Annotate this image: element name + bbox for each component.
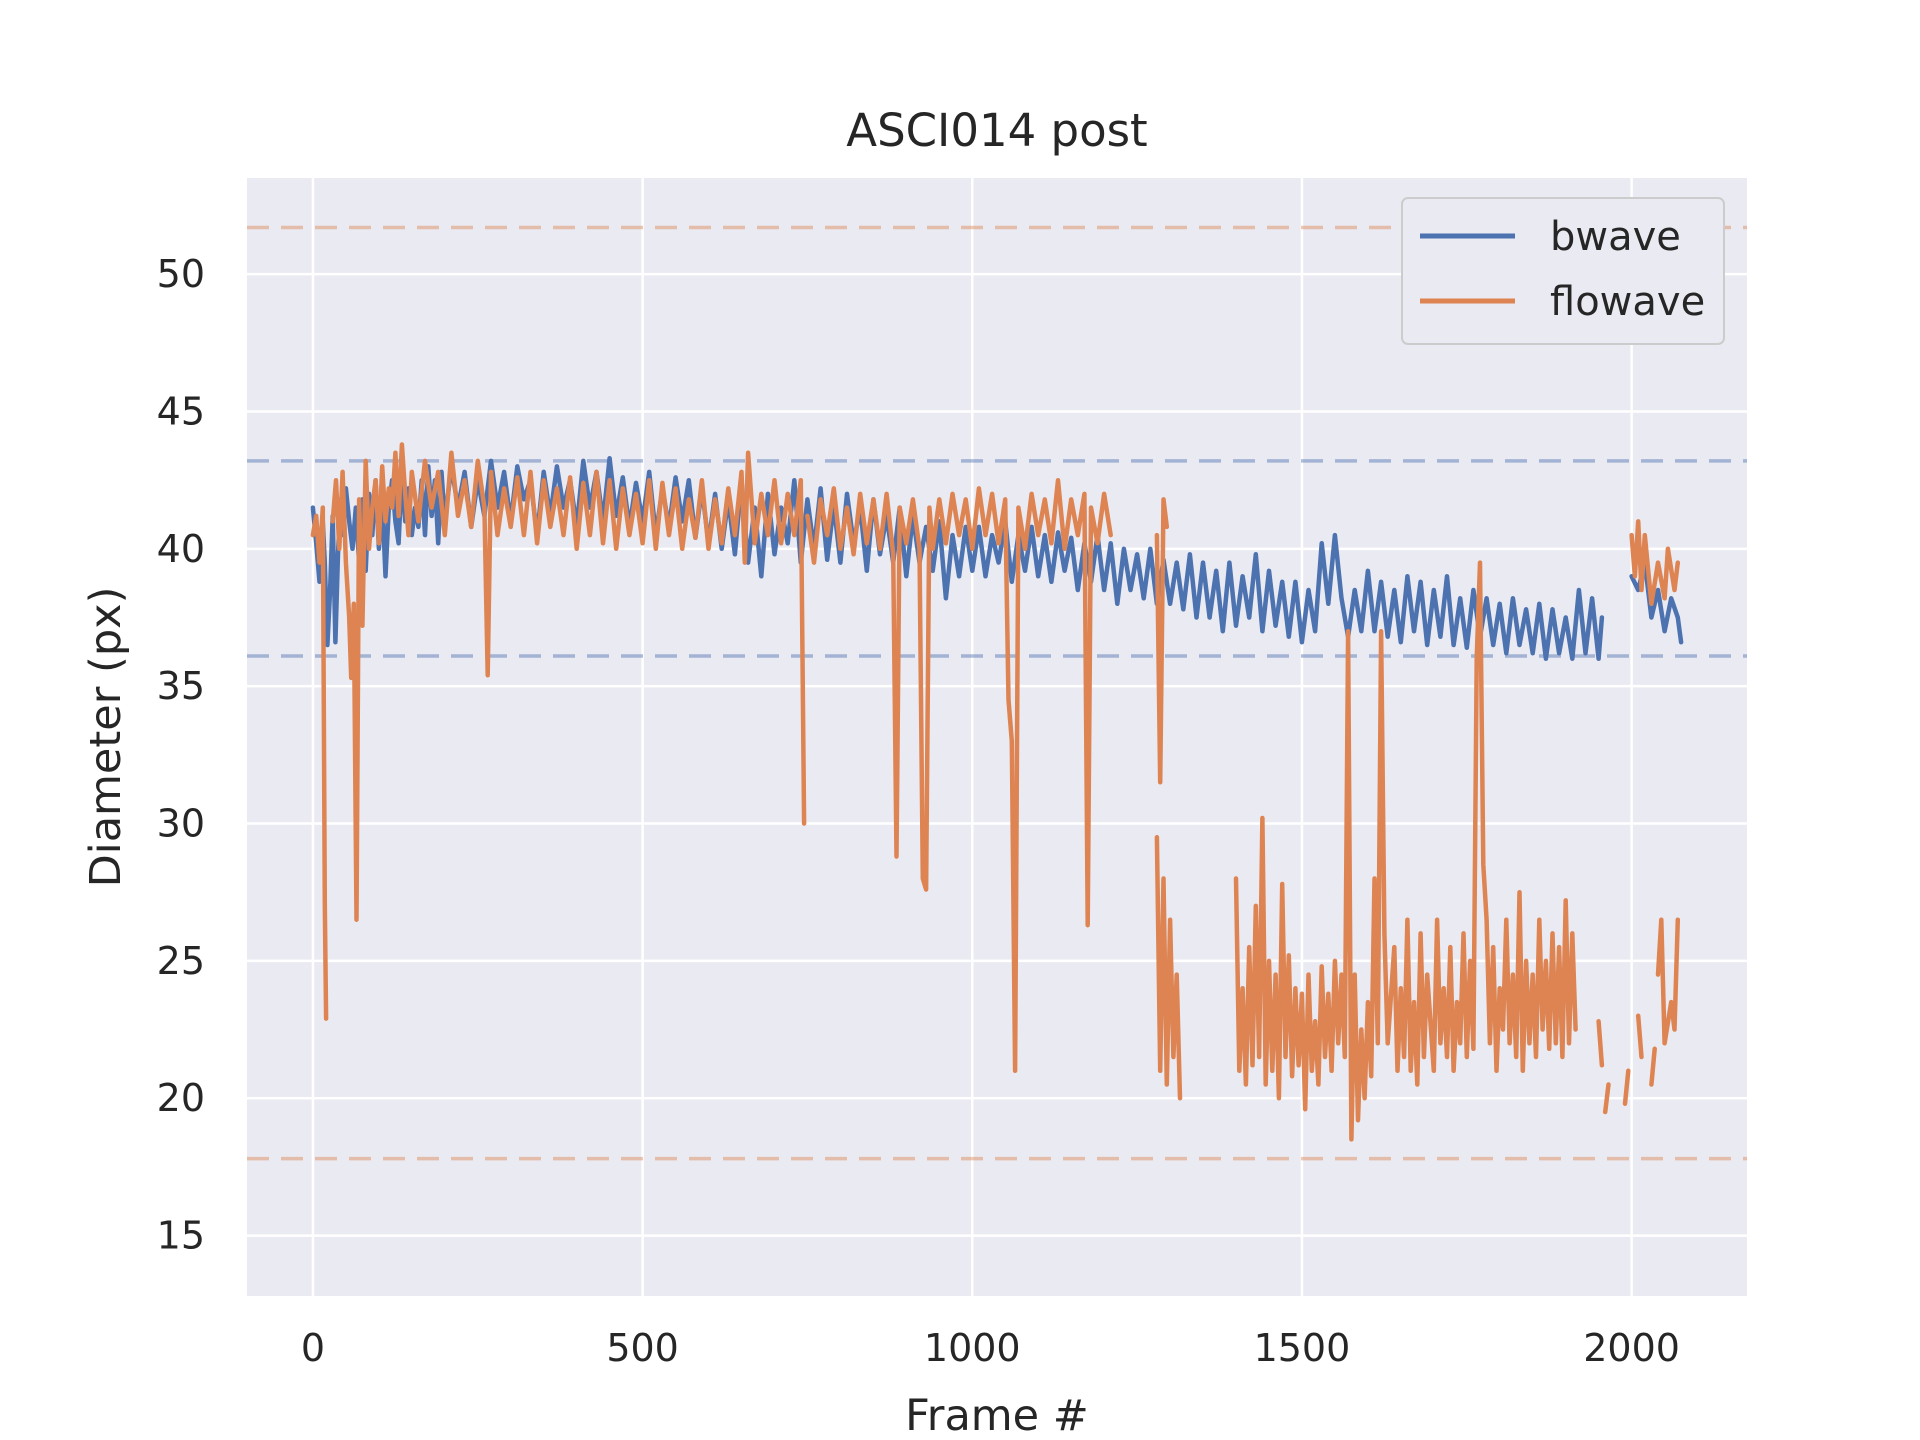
legend: bwave flowave — [1401, 197, 1725, 345]
series-line-flowave — [310, 442, 1681, 1142]
y-axis-title: Diameter (px) — [81, 587, 131, 888]
y-tick-label: 45 — [157, 389, 205, 433]
x-tick-label: 1000 — [924, 1326, 1021, 1370]
plot-background — [247, 178, 1747, 1296]
y-tick-label: 35 — [157, 664, 205, 708]
x-axis-title: Frame # — [905, 1391, 1089, 1440]
y-tick-label: 15 — [157, 1214, 205, 1258]
y-tick-label: 40 — [157, 527, 205, 571]
reference-lines — [247, 225, 1747, 1161]
chart-title: ASCI014 post — [846, 104, 1147, 157]
legend-label-flowave: flowave — [1550, 279, 1705, 325]
x-tick-label: 0 — [301, 1326, 325, 1370]
x-tick-label: 2000 — [1583, 1326, 1680, 1370]
x-tick-label: 500 — [606, 1326, 679, 1370]
y-tick-label: 25 — [157, 939, 205, 983]
x-tick-label: 1500 — [1254, 1326, 1351, 1370]
y-tick-label: 30 — [157, 802, 205, 846]
y-tick-label: 20 — [157, 1076, 205, 1120]
tick-labels: 0 500 1000 1500 2000 15 20 25 30 35 40 45 50 — [157, 252, 1680, 1370]
y-tick-label: 50 — [157, 252, 205, 296]
legend-label-bwave: bwave — [1550, 214, 1681, 260]
series-layer — [310, 442, 1684, 1142]
